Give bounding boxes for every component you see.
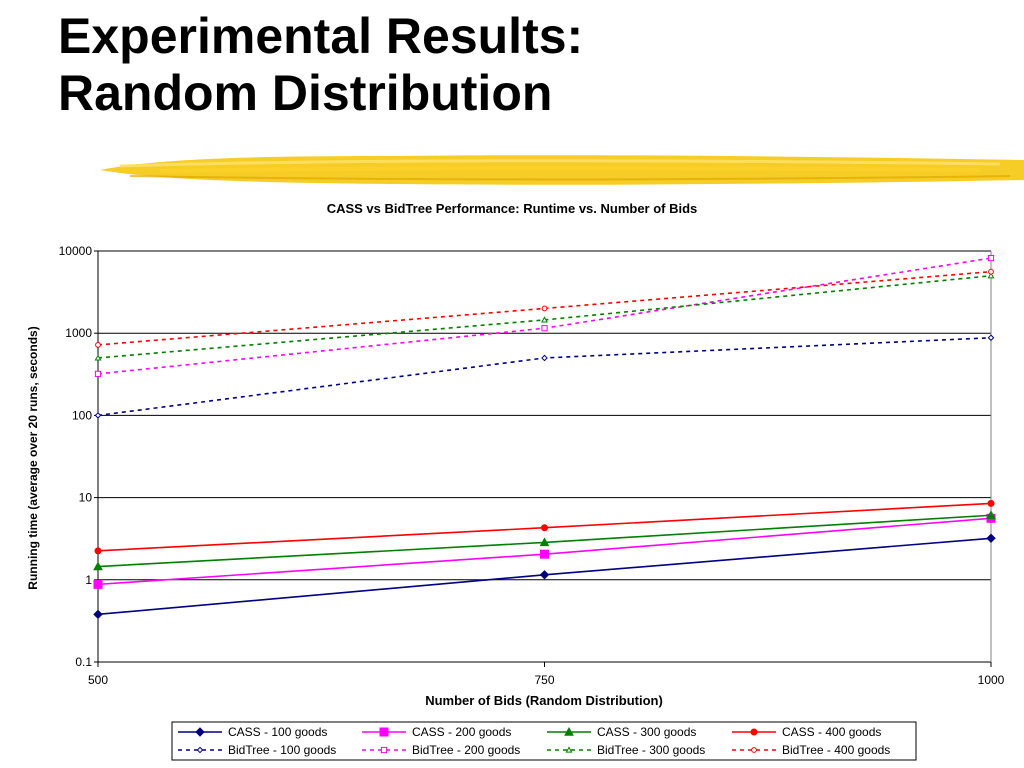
series-5 [94,254,995,377]
legend-marker [380,746,388,754]
legend-marker [196,746,204,754]
legend: CASS - 100 goods CASS - 200 goods CASS - 3… [171,721,917,761]
legend-entry: CASS - 200 goods [362,725,511,739]
y-tick-label: 1 [85,573,92,587]
legend-entry: CASS - 100 goods [178,725,327,739]
legend-label: BidTree - 400 goods [782,743,890,757]
legend-label: CASS - 400 goods [782,725,881,739]
y-tick-labels: 0.1 1 10 100 1000 10000 [59,244,93,669]
data-point [93,579,103,589]
legend-marker [751,747,757,753]
x-tick-label: 750 [534,673,554,687]
data-point [541,354,548,362]
data-point [987,334,995,342]
x-tick-label: 1000 [978,673,1005,687]
x-axis-label: Number of Bids (Random Distribution) [425,693,663,708]
data-point [93,609,103,620]
legend-entry: CASS - 400 goods [732,725,881,739]
data-point [541,305,548,312]
y-axis-label: Running time (average over 20 runs, seco… [26,326,40,589]
series-line [97,270,992,346]
data-point [94,354,102,361]
data-point [987,272,995,279]
legend-entry: CASS - 300 goods [547,725,696,739]
plot-area [98,251,991,662]
legend-marker [565,746,573,753]
data-point [988,268,994,275]
data-point [94,370,102,377]
slide-title-line-1: Experimental Results: [58,8,584,64]
legend-label: BidTree - 300 goods [597,743,705,757]
data-point [539,570,550,580]
x-tick-label: 500 [88,673,108,687]
data-point [987,254,995,262]
series-7 [95,268,994,348]
legend-marker [379,727,389,737]
legend-entry: BidTree - 200 goods [362,743,520,757]
data-point [541,524,548,532]
data-point [986,510,996,519]
slide-title: Experimental Results: Random Distributio… [58,8,583,122]
y-tick-label: 0.1 [75,655,92,669]
chart-title: CASS vs BidTree Performance: Runtime vs.… [327,201,698,216]
series-4 [94,334,995,419]
legend-marker [750,728,758,736]
legend-label: CASS - 200 goods [412,725,511,739]
slide-title-line-2: Random Distribution [58,65,553,121]
legend-marker [564,726,574,736]
series-6 [94,272,995,361]
legend-entry: BidTree - 300 goods [547,743,705,757]
data-point [95,342,101,348]
y-tick-label: 1000 [65,326,92,340]
legend-label: CASS - 100 goods [228,725,327,739]
legend-label: CASS - 300 goods [597,725,696,739]
data-point [94,547,102,555]
legend-entry: BidTree - 400 goods [732,743,890,757]
y-tick-label: 100 [72,408,92,422]
data-point [539,537,550,547]
y-tick-label: 10000 [59,244,93,258]
data-point [541,325,548,332]
legend-label: BidTree - 200 goods [412,743,520,757]
y-tick-label: 10 [79,491,93,505]
series-2 [93,510,996,571]
data-point [986,533,996,543]
legend-label: BidTree - 100 goods [228,743,336,757]
series-3 [94,499,995,555]
legend-entry: BidTree - 100 goods [178,743,336,757]
series-0 [93,533,996,620]
series [93,254,996,620]
highlighter-stroke [100,155,1024,185]
data-point [987,499,995,507]
data-point [541,316,548,323]
data-point [94,412,102,419]
x-tick-labels: 500 750 1000 [88,662,1005,687]
legend-marker [195,727,205,737]
data-point [93,561,103,571]
data-point [540,549,549,559]
grid-lines [94,250,991,663]
